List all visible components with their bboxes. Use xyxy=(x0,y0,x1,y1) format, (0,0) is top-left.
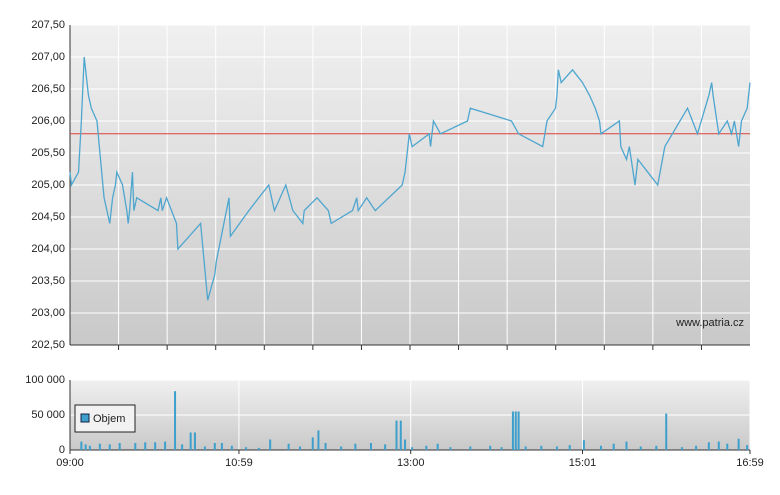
y-tick-label: 204,50 xyxy=(31,211,65,223)
volume-bar xyxy=(257,447,260,450)
y-tick-label: 206,00 xyxy=(31,115,65,127)
volume-bar xyxy=(203,446,206,450)
volume-bar xyxy=(540,445,543,450)
legend-swatch xyxy=(80,413,90,423)
y-tick-label: 205,50 xyxy=(31,147,65,159)
volume-bar xyxy=(500,447,503,450)
y-tick-label: 50 000 xyxy=(31,409,65,421)
y-tick-label: 100 000 xyxy=(25,374,65,386)
volume-bar xyxy=(625,441,628,450)
volume-bar xyxy=(746,445,749,450)
volume-bar xyxy=(469,446,472,450)
volume-bar xyxy=(324,443,327,450)
volume-bar xyxy=(449,447,452,450)
volume-bar xyxy=(612,443,615,450)
volume-bar xyxy=(599,445,602,450)
volume-bar xyxy=(80,441,83,450)
volume-bar xyxy=(655,445,658,450)
volume-bar xyxy=(118,443,121,450)
volume-bar xyxy=(220,443,223,450)
volume-bar xyxy=(174,391,177,450)
volume-bar xyxy=(369,443,372,450)
y-tick-label: 207,50 xyxy=(31,19,65,31)
y-tick-label: 0 xyxy=(59,444,65,456)
volume-bar xyxy=(555,446,558,450)
volume-bar xyxy=(84,444,87,450)
volume-bar xyxy=(311,437,314,450)
volume-bar xyxy=(108,444,111,450)
x-tick-label: 15:01 xyxy=(569,457,597,469)
volume-bar xyxy=(340,446,343,450)
volume-bar xyxy=(134,443,137,450)
y-tick-label: 205,00 xyxy=(31,179,65,191)
volume-bar xyxy=(164,441,167,450)
volume-bar xyxy=(404,439,407,450)
price-line xyxy=(69,56,751,301)
volume-bar xyxy=(298,446,301,450)
volume-bar xyxy=(436,443,439,450)
x-tick-label: 16:59 xyxy=(736,457,764,469)
volume-bar xyxy=(189,432,192,450)
volume-bar xyxy=(514,411,517,450)
x-tick-label: 09:00 xyxy=(56,457,84,469)
volume-bar xyxy=(695,445,698,450)
volume-bar xyxy=(568,445,571,450)
volume-bar xyxy=(737,438,740,450)
legend-label: Objem xyxy=(93,413,125,425)
volume-bar xyxy=(269,439,272,450)
y-tick-label: 207,00 xyxy=(31,51,65,63)
volume-bar xyxy=(639,446,642,450)
y-tick-label: 203,50 xyxy=(31,275,65,287)
y-tick-label: 204,00 xyxy=(31,243,65,255)
volume-bar xyxy=(517,411,520,450)
volume-bar xyxy=(354,443,357,450)
watermark: www.patria.cz xyxy=(675,317,744,329)
volume-bar xyxy=(245,447,248,450)
y-tick-label: 202,50 xyxy=(31,339,65,351)
volume-bar xyxy=(317,430,320,450)
y-tick-label: 206,50 xyxy=(31,83,65,95)
volume-bar xyxy=(399,420,402,450)
volume-bar xyxy=(582,440,585,450)
y-tick-label: 203,00 xyxy=(31,307,65,319)
volume-bar xyxy=(193,432,196,450)
x-tick-label: 10:59 xyxy=(225,457,253,469)
volume-bar xyxy=(213,443,216,450)
volume-bar xyxy=(680,447,683,450)
volume-bar xyxy=(524,446,527,450)
volume-bar xyxy=(384,444,387,450)
volume-bar xyxy=(707,442,710,450)
volume-bar xyxy=(411,447,414,450)
volume-bar xyxy=(98,443,101,450)
volume-bar xyxy=(230,445,233,450)
volume-bar xyxy=(489,445,492,450)
x-tick-label: 13:00 xyxy=(397,457,425,469)
volume-bar xyxy=(665,413,668,450)
volume-bar xyxy=(395,420,398,450)
volume-bar xyxy=(144,442,147,450)
volume-bar xyxy=(88,445,91,450)
volume-bar xyxy=(511,411,514,450)
volume-bar xyxy=(425,445,428,450)
volume-bar xyxy=(154,442,157,450)
volume-bar xyxy=(181,444,184,450)
volume-bar xyxy=(717,441,720,450)
volume-bar xyxy=(726,443,729,450)
volume-bar xyxy=(287,443,290,450)
